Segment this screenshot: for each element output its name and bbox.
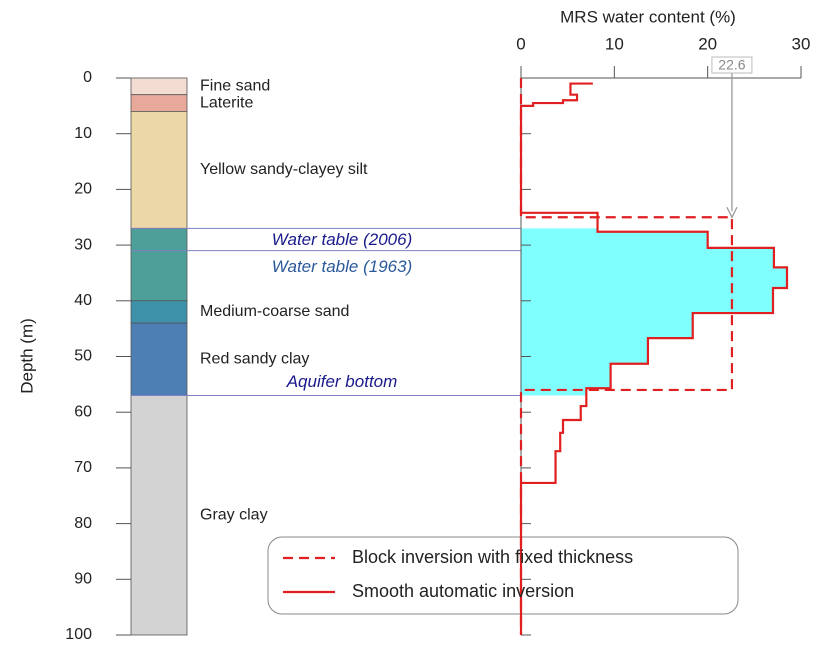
- y-tick-label: 50: [74, 348, 92, 365]
- layer: [130, 111, 188, 229]
- legend-label: Smooth automatic inversion: [352, 581, 574, 601]
- layer: [130, 322, 188, 396]
- layer: [130, 395, 188, 636]
- horizon-label: Water table (2006): [272, 230, 412, 249]
- y-axis-title: Depth (m): [17, 318, 36, 394]
- y-tick-label: 0: [83, 69, 92, 86]
- layer: [130, 227, 188, 302]
- layer: [130, 300, 188, 324]
- y-tick-label: 90: [74, 571, 92, 588]
- x-axis-title: MRS water content (%): [560, 7, 736, 26]
- y-tick-label: 70: [74, 459, 92, 476]
- y-tick-label: 10: [74, 125, 92, 142]
- horizon-label: Water table (1963): [272, 257, 412, 276]
- y-tick-label: 80: [74, 515, 92, 532]
- layer-label: Red sandy clay: [200, 351, 309, 368]
- layer: [130, 77, 188, 96]
- y-tick-label: 60: [74, 403, 92, 420]
- annotation-label: 22.6: [718, 57, 745, 73]
- y-tick-label: 20: [74, 181, 92, 198]
- annotation-arrowhead: [726, 206, 738, 219]
- layer-label: Fine sand: [200, 78, 270, 95]
- y-tick-label: 30: [74, 236, 92, 253]
- layer: [130, 94, 188, 112]
- layer-label: Gray clay: [200, 506, 268, 523]
- y-tick-label: 100: [65, 626, 92, 643]
- aquifer-fill: [521, 228, 787, 396]
- layer-label: Medium-coarse sand: [200, 303, 349, 320]
- annotation-box: [711, 56, 753, 74]
- x-tick-label: 20: [698, 34, 717, 53]
- x-tick-label: 30: [792, 34, 811, 53]
- horizon-label: Aquifer bottom: [286, 372, 398, 391]
- legend-label: Block inversion with fixed thickness: [352, 547, 633, 567]
- x-tick-label: 0: [516, 34, 525, 53]
- x-tick-label: 10: [605, 34, 624, 53]
- layer-label: Laterite: [200, 94, 253, 111]
- series-line: [519, 82, 789, 635]
- y-tick-label: 40: [74, 292, 92, 309]
- layer-label: Yellow sandy-clayey silt: [200, 161, 368, 178]
- legend-box: [267, 536, 739, 615]
